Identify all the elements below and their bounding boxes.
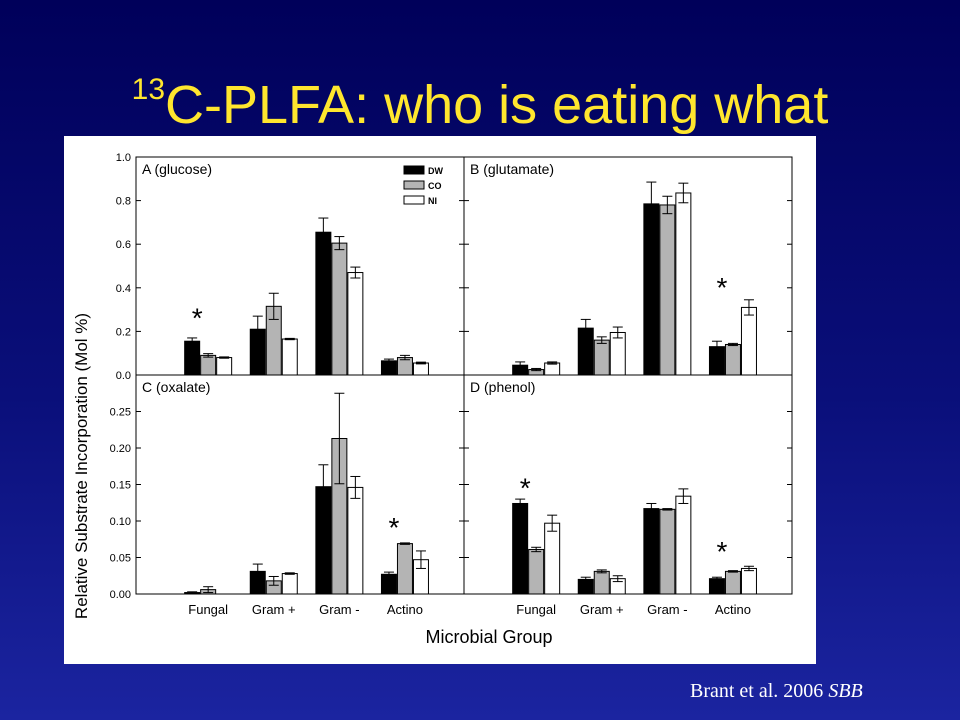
y-tick-label: 0.10 [110, 516, 131, 528]
bar-dw [708, 578, 725, 595]
legend-swatch [403, 195, 425, 205]
legend-label: CO [428, 181, 442, 191]
panel-label: D (phenol) [470, 379, 535, 395]
citation: Brant et al. 2006 SBB [690, 680, 863, 703]
significance-star: * [520, 472, 531, 503]
bar-ni [740, 306, 757, 376]
y-tick-label: 0.2 [116, 326, 131, 338]
panel-label: B (glutamate) [470, 161, 554, 177]
bar-dw [512, 502, 529, 595]
significance-star: * [389, 512, 400, 543]
y-axis-label: Relative Substrate Incorporation (Mol %) [72, 313, 91, 619]
x-tick-label: Gram + [252, 602, 296, 617]
bar-ni [347, 272, 364, 376]
bar-co [724, 570, 741, 595]
citation-journal: SBB [828, 680, 863, 702]
bar-dw [184, 340, 201, 376]
panel-label: C (oxalate) [142, 379, 210, 395]
bar-co [593, 339, 610, 376]
x-tick-label: Actino [715, 602, 751, 617]
bar-co [659, 508, 676, 595]
bar-co [528, 548, 545, 595]
y-tick-label: 0.00 [110, 589, 131, 601]
y-tick-label: 0.8 [116, 196, 131, 208]
y-tick-label: 0.25 [110, 407, 131, 419]
chart-panel-4: D (phenol) Fungal Gram + Gram - Actino * * [464, 379, 792, 617]
bar-ni [544, 362, 561, 376]
x-tick-label: Gram - [647, 602, 687, 617]
bar-co [724, 343, 741, 376]
bar-ni [675, 495, 692, 595]
chart-svg: A (glucose)0.00.20.40.60.81.0*B (glutama… [72, 152, 793, 647]
title-text: C-PLFA: who is eating what [165, 75, 829, 135]
bar-dw [643, 203, 660, 376]
chart-legend: DW CO NI [403, 165, 443, 206]
legend-label: NI [428, 196, 437, 206]
bar-dw [315, 231, 332, 376]
x-tick-label: Gram - [319, 602, 359, 617]
slide-title: 13C-PLFA: who is eating what [0, 58, 960, 137]
bar-ni [609, 331, 626, 376]
x-tick-label: Fungal [188, 602, 228, 617]
legend-swatch [403, 180, 425, 190]
bar-co [331, 242, 348, 376]
y-tick-label: 0.05 [110, 553, 131, 565]
legend-label: DW [428, 166, 443, 176]
bar-ni [544, 522, 561, 595]
chart-panel-3: C (oxalate) 0.00 0.05 0.10 0.15 0.20 0.25 Funga… [110, 379, 464, 617]
chart-layer: A (glucose)0.00.20.40.60.81.0*B (glutama… [110, 152, 793, 617]
y-tick-label: 0.4 [116, 283, 131, 295]
significance-star: * [717, 536, 728, 567]
bar-ni [740, 567, 757, 595]
panel-label: A (glucose) [142, 161, 212, 177]
y-tick-label: 0.15 [110, 480, 131, 492]
y-tick-label: 0.0 [116, 370, 131, 382]
y-tick-label: 0.20 [110, 443, 131, 455]
bar-ni [347, 486, 364, 595]
x-axis-label: Microbial Group [425, 627, 552, 647]
citation-authors: Brant et al. 2006 [690, 680, 824, 702]
chart-panel-2: B (glutamate) * [464, 156, 792, 376]
bar-ni [281, 338, 298, 376]
y-tick-label: 0.6 [116, 239, 131, 251]
x-tick-label: Fungal [516, 602, 556, 617]
y-tick-label: 1.0 [116, 152, 131, 164]
significance-star: * [192, 303, 203, 334]
bar-ni [412, 362, 429, 376]
bar-co [659, 204, 676, 376]
bar-ni [281, 573, 298, 595]
bar-ni [216, 357, 233, 376]
bar-dw [643, 508, 660, 595]
significance-star: * [717, 272, 728, 303]
title-superscript: 13 [131, 73, 166, 106]
bar-co [200, 354, 217, 376]
chart-panel-1: A (glucose) 0.0 0.2 0.4 0.6 0.8 1.0 * [116, 152, 464, 382]
bar-co [593, 570, 610, 595]
x-tick-label: Actino [387, 602, 423, 617]
bar-ni [675, 192, 692, 376]
x-tick-label: Gram + [580, 602, 624, 617]
bar-co [396, 543, 413, 595]
bar-dw [380, 573, 397, 595]
legend-swatch [403, 165, 425, 175]
chart-figure: A (glucose) 0.0 0.2 0.4 0.6 0.8 1.0 * B (glutama… [64, 136, 816, 664]
